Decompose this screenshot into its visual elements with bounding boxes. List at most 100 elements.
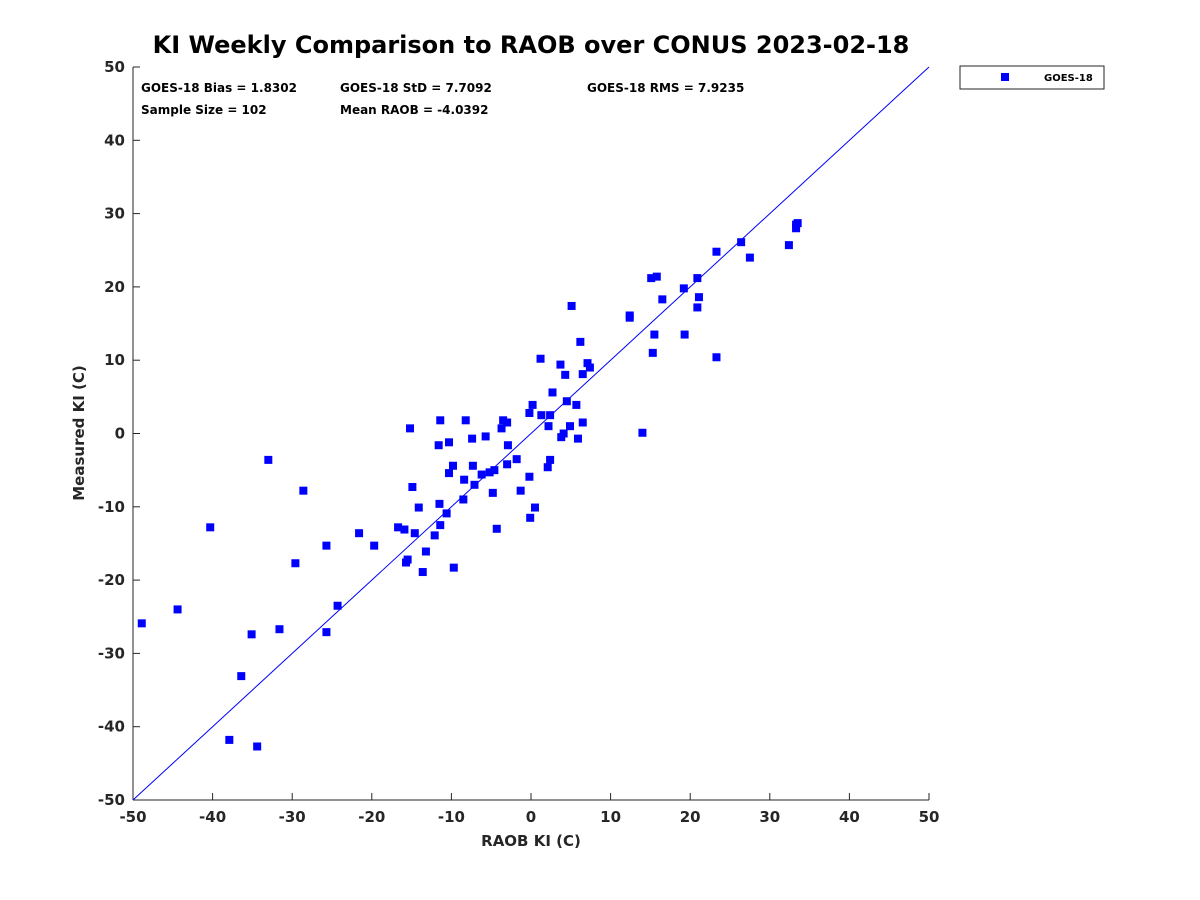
x-tick-label: -10 bbox=[438, 808, 465, 826]
data-point bbox=[434, 441, 443, 450]
y-tick-label: -50 bbox=[98, 791, 125, 809]
data-point bbox=[537, 411, 546, 420]
data-point bbox=[370, 541, 379, 550]
data-point bbox=[322, 628, 331, 637]
y-axis-label: Measured KI (C) bbox=[70, 365, 88, 501]
stat-rms: GOES-18 RMS = 7.9235 bbox=[587, 81, 744, 95]
data-point bbox=[435, 499, 444, 508]
data-point bbox=[544, 422, 553, 431]
data-point bbox=[461, 416, 470, 425]
stat-std: GOES-18 StD = 7.7092 bbox=[340, 81, 492, 95]
data-point bbox=[291, 559, 300, 568]
data-point bbox=[449, 563, 458, 572]
stat-bias: GOES-18 Bias = 1.8302 bbox=[141, 81, 297, 95]
data-point bbox=[253, 742, 262, 751]
data-point bbox=[497, 424, 506, 433]
data-point bbox=[638, 428, 647, 437]
data-point bbox=[445, 438, 454, 447]
y-tick-label: -10 bbox=[98, 498, 125, 516]
stat-sample-size: Sample Size = 102 bbox=[141, 103, 267, 117]
data-point bbox=[578, 370, 587, 379]
data-point bbox=[247, 630, 256, 639]
data-point bbox=[526, 513, 535, 522]
x-tick-label: -40 bbox=[199, 808, 226, 826]
y-tick-label: 40 bbox=[104, 131, 125, 149]
x-tick-label: 10 bbox=[600, 808, 621, 826]
data-point bbox=[658, 295, 667, 304]
y-tick-label: 10 bbox=[104, 351, 125, 369]
reference-line bbox=[132, 66, 930, 801]
data-point bbox=[745, 253, 754, 262]
data-point bbox=[459, 495, 468, 504]
data-point bbox=[693, 303, 702, 312]
data-point bbox=[561, 370, 570, 379]
data-point bbox=[712, 353, 721, 362]
data-point bbox=[567, 301, 576, 310]
data-point bbox=[400, 525, 409, 534]
data-point bbox=[442, 509, 451, 518]
data-point bbox=[488, 488, 497, 497]
data-point bbox=[448, 461, 457, 470]
data-point bbox=[237, 672, 246, 681]
x-tick-label: 0 bbox=[526, 808, 536, 826]
y-tick-label: -40 bbox=[98, 718, 125, 736]
data-point bbox=[445, 469, 454, 478]
data-point bbox=[784, 241, 793, 250]
data-point bbox=[299, 486, 308, 495]
data-point bbox=[322, 541, 331, 550]
data-point bbox=[410, 529, 419, 538]
data-point bbox=[275, 625, 284, 634]
data-points bbox=[137, 219, 802, 751]
legend: GOES-18 bbox=[959, 65, 1105, 90]
data-point bbox=[576, 337, 585, 346]
data-point bbox=[468, 434, 477, 443]
data-point bbox=[694, 293, 703, 302]
data-point bbox=[436, 416, 445, 425]
y-tick-label: 50 bbox=[104, 58, 125, 76]
data-point bbox=[394, 523, 403, 532]
data-point bbox=[546, 411, 555, 420]
y-tick-label: -20 bbox=[98, 571, 125, 589]
data-point bbox=[403, 555, 412, 564]
data-point bbox=[333, 601, 342, 610]
data-point bbox=[566, 422, 575, 431]
data-point bbox=[648, 348, 657, 357]
data-point bbox=[793, 219, 802, 228]
data-point bbox=[530, 503, 539, 512]
data-point bbox=[585, 363, 594, 372]
data-point bbox=[406, 424, 415, 433]
y-tick-label: 0 bbox=[115, 425, 125, 443]
data-point bbox=[481, 432, 490, 441]
stat-mean-raob: Mean RAOB = -4.0392 bbox=[340, 103, 488, 117]
legend-box bbox=[959, 65, 1105, 90]
data-point bbox=[503, 418, 512, 427]
data-point bbox=[679, 284, 688, 293]
data-point bbox=[528, 400, 537, 409]
x-tick-label: 50 bbox=[919, 808, 940, 826]
data-point bbox=[712, 247, 721, 256]
data-point bbox=[647, 274, 656, 283]
data-point bbox=[436, 521, 445, 530]
x-tick-label: 20 bbox=[680, 808, 701, 826]
data-point bbox=[792, 224, 801, 233]
data-point bbox=[137, 619, 146, 628]
data-point bbox=[421, 547, 430, 556]
y-tick-label: 20 bbox=[104, 278, 125, 296]
legend-label: GOES-18 bbox=[1044, 73, 1093, 84]
x-tick-label: 40 bbox=[839, 808, 860, 826]
data-point bbox=[173, 605, 182, 614]
legend-marker bbox=[1001, 73, 1009, 81]
data-point bbox=[693, 274, 702, 283]
data-point bbox=[562, 397, 571, 406]
data-point bbox=[572, 400, 581, 409]
y-tick-label: 30 bbox=[104, 205, 125, 223]
data-point bbox=[573, 434, 582, 443]
y-tick-label: -30 bbox=[98, 644, 125, 662]
data-point bbox=[583, 359, 592, 368]
data-point bbox=[578, 418, 587, 427]
data-point bbox=[680, 330, 689, 339]
data-point bbox=[556, 360, 565, 369]
x-tick-label: 30 bbox=[759, 808, 780, 826]
x-tick-label: -20 bbox=[358, 808, 385, 826]
data-point bbox=[503, 460, 512, 469]
